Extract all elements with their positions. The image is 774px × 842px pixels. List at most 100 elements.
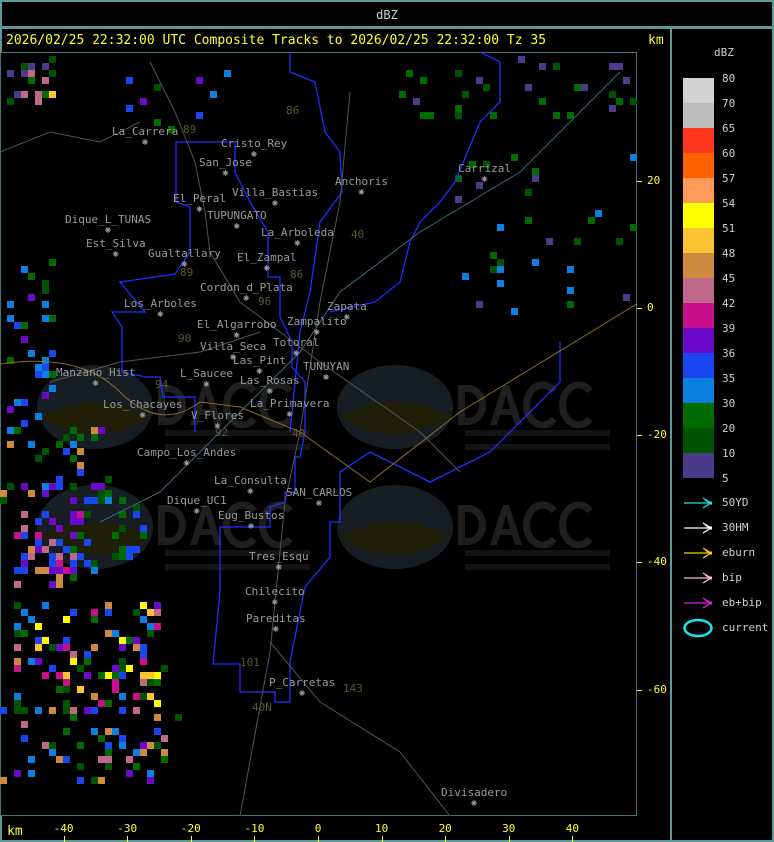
echo-cell (140, 602, 147, 609)
echo-cell (497, 280, 504, 287)
route-label: 92 (215, 426, 228, 439)
echo-cell (455, 112, 462, 119)
map-line (269, 641, 451, 816)
echo-cell (14, 693, 21, 700)
echo-cell (70, 707, 77, 714)
echo-cell (42, 301, 49, 308)
echo-cell (119, 693, 126, 700)
echo-cell (70, 553, 77, 560)
echo-cell (140, 651, 147, 658)
echo-cell (98, 490, 105, 497)
radar-map[interactable]: 89 86 40 86 89 96 90 94 92 40 101 143 40N La_Carrera… (0, 52, 637, 816)
y-tick-label: 0 (647, 301, 654, 314)
echo-cell (7, 357, 14, 364)
echo-cell (105, 672, 112, 679)
echo-cell (63, 686, 70, 693)
dacc-logo (337, 365, 610, 450)
echo-cell (63, 546, 70, 553)
echo-cell (35, 623, 42, 630)
echo-cell (28, 273, 35, 280)
echo-cell (49, 518, 56, 525)
echo-cell (105, 476, 112, 483)
echo-cell (112, 665, 119, 672)
echo-cell (511, 154, 518, 161)
echo-cell (70, 567, 77, 574)
echo-cell (35, 532, 42, 539)
echo-cell (21, 553, 28, 560)
town-marker-icon (316, 500, 322, 506)
y-tick-mark (637, 308, 642, 309)
y-tick-label: -60 (647, 682, 667, 696)
echo-cell (154, 623, 161, 630)
echo-cell (49, 56, 56, 63)
x-tick-label: 10 (374, 822, 389, 835)
legend-level-label: 10 (722, 447, 736, 460)
town-marker-icon (248, 523, 254, 529)
echo-cell (35, 91, 42, 98)
town-marker-icon (256, 368, 263, 374)
echo-cell (21, 266, 28, 273)
echo-cell (21, 322, 28, 329)
echo-cell (119, 511, 126, 518)
echo-cell (140, 742, 147, 749)
echo-cell (98, 756, 105, 763)
title-bar: dBZ (0, 0, 774, 28)
echo-cell (77, 434, 84, 441)
echo-cell (49, 567, 56, 574)
echo-cell (490, 252, 497, 259)
echo-cell (140, 525, 147, 532)
echo-cell (161, 749, 168, 756)
echo-cell (105, 630, 112, 637)
echo-cell (476, 77, 483, 84)
echo-cell (112, 532, 119, 539)
echo-cell (42, 371, 49, 378)
echo-cell (49, 644, 56, 651)
echo-cell (140, 98, 147, 105)
echo-cell (518, 56, 525, 63)
x-tick-mark (508, 836, 510, 842)
echo-cell (49, 707, 56, 714)
echo-cell (112, 686, 119, 693)
echo-cell (70, 574, 77, 581)
town-marker-icon (263, 265, 270, 271)
echo-cell (105, 749, 112, 756)
town-marker-icon (230, 354, 236, 360)
echo-cell (63, 644, 70, 651)
x-tick-mark (572, 836, 574, 842)
echo-cell (532, 168, 539, 175)
echo-cell (14, 532, 21, 539)
echo-cell (91, 609, 98, 616)
echo-cell (49, 539, 56, 546)
legend-level-label: 36 (722, 347, 736, 360)
echo-cell (147, 630, 154, 637)
echo-cell (28, 70, 35, 77)
map-line (49, 331, 261, 383)
echo-cell (0, 777, 7, 784)
echo-cell (140, 672, 147, 679)
x-tick-mark (127, 836, 129, 842)
dacc-logo (37, 365, 310, 450)
town-label: L_Saucee (180, 367, 233, 380)
echo-cell (14, 623, 21, 630)
legend-level-label: 20 (722, 422, 736, 435)
legend-swatch (683, 428, 714, 453)
echo-cell (14, 770, 21, 777)
echo-cell (49, 665, 56, 672)
echo-cell (77, 532, 84, 539)
x-tick-label: -20 (180, 822, 201, 835)
legend-swatch (683, 253, 714, 278)
echo-cell (105, 609, 112, 616)
echo-cell (623, 77, 630, 84)
echo-cell (525, 189, 532, 196)
echo-cell (91, 644, 98, 651)
echo-cell (14, 567, 21, 574)
echo-cell (154, 728, 161, 735)
legend-level-label: 54 (722, 197, 736, 210)
echo-cell (105, 742, 112, 749)
echo-cell (28, 553, 35, 560)
echo-cell (77, 742, 84, 749)
echo-cell (49, 553, 56, 560)
legend-level-label: 5 (722, 472, 729, 485)
x-axis-unit: km (7, 824, 23, 839)
echo-cell (154, 119, 161, 126)
